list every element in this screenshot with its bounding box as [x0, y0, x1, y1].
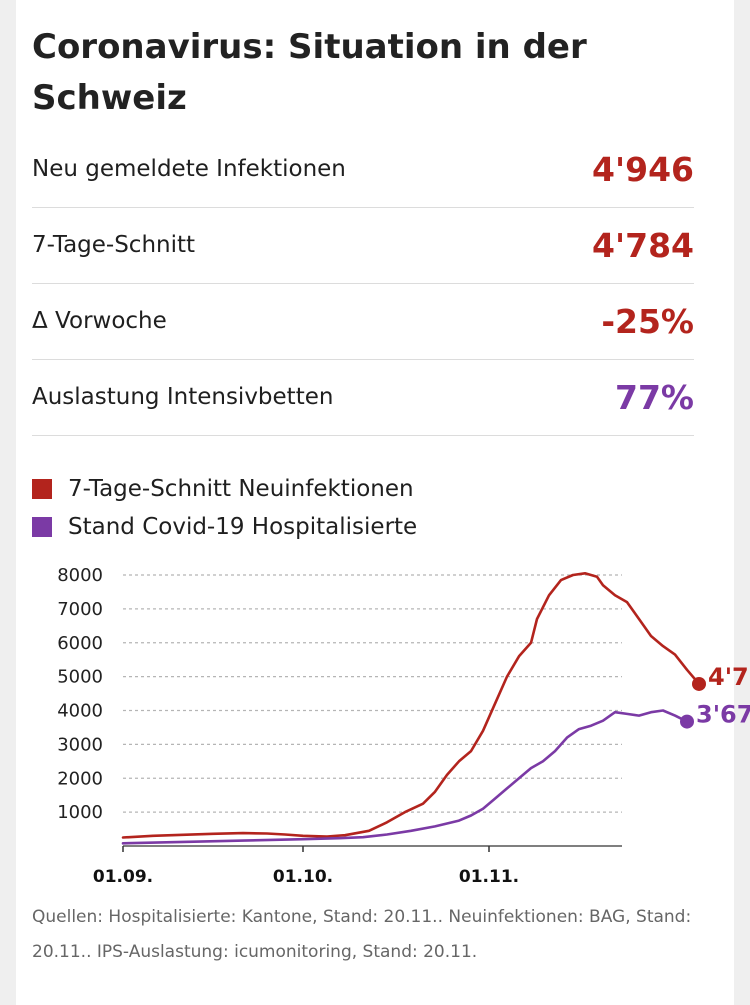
legend-item-hospitalized: Stand Covid-19 Hospitalisierte — [32, 508, 417, 546]
legend-swatch — [32, 517, 52, 537]
stat-label: Auslastung Intensivbetten — [32, 384, 334, 410]
stat-row-icu-occupancy: Auslastung Intensivbetten 77% — [32, 359, 694, 436]
x-tick-label: 01.09. — [93, 867, 153, 887]
series-line-infections — [121, 572, 701, 839]
y-tick-label: 2000 — [57, 768, 103, 789]
series-end-point — [680, 714, 694, 729]
stat-value: 4'946 — [592, 149, 694, 189]
x-tick-label: 01.11. — [459, 867, 519, 887]
stat-row-new-infections: Neu gemeldete Infektionen 4'946 — [32, 131, 694, 208]
line-chart: 1000 2000 3000 4000 5000 6000 7000 8000 01.09. 01… — [57, 565, 750, 887]
legend-label: 7-Tage-Schnitt Neuinfektionen — [68, 476, 414, 502]
stat-row-prev-week-delta: Δ Vorwoche -25% — [32, 283, 694, 360]
page-title: Coronavirus: Situation in der Schweiz — [32, 27, 587, 118]
y-tick-label: 4000 — [57, 701, 103, 722]
series-line-hospitalized — [121, 709, 689, 845]
stat-label: Δ Vorwoche — [32, 308, 167, 334]
stat-label: Neu gemeldete Infektionen — [32, 156, 346, 182]
legend-label: Stand Covid-19 Hospitalisierte — [68, 514, 418, 540]
stat-value: 77% — [615, 377, 694, 417]
legend-item-infections: 7-Tage-Schnitt Neuinfektionen — [32, 470, 417, 508]
series-end-point — [692, 676, 706, 691]
y-tick-label: 8000 — [57, 565, 103, 586]
chart-legend: 7-Tage-Schnitt Neuinfektionen Stand Covi… — [32, 470, 417, 546]
stat-value: 4'784 — [592, 225, 694, 265]
y-tick-label: 6000 — [57, 633, 103, 654]
y-tick-label: 1000 — [57, 802, 103, 823]
legend-swatch — [32, 479, 52, 499]
x-tick-label: 01.10. — [273, 867, 333, 887]
series-end-label: 4'784 — [708, 663, 750, 691]
stat-value: -25% — [601, 301, 694, 341]
stat-row-7day-average: 7-Tage-Schnitt 4'784 — [32, 207, 694, 284]
source-note: Quellen: Hospitalisierte: Kantone, Stand… — [32, 907, 692, 962]
y-tick-label: 3000 — [57, 734, 103, 755]
series-end-label: 3'672 — [696, 701, 750, 729]
y-tick-label: 7000 — [57, 599, 103, 620]
stat-label: 7-Tage-Schnitt — [32, 232, 196, 258]
y-tick-label: 5000 — [57, 667, 103, 688]
